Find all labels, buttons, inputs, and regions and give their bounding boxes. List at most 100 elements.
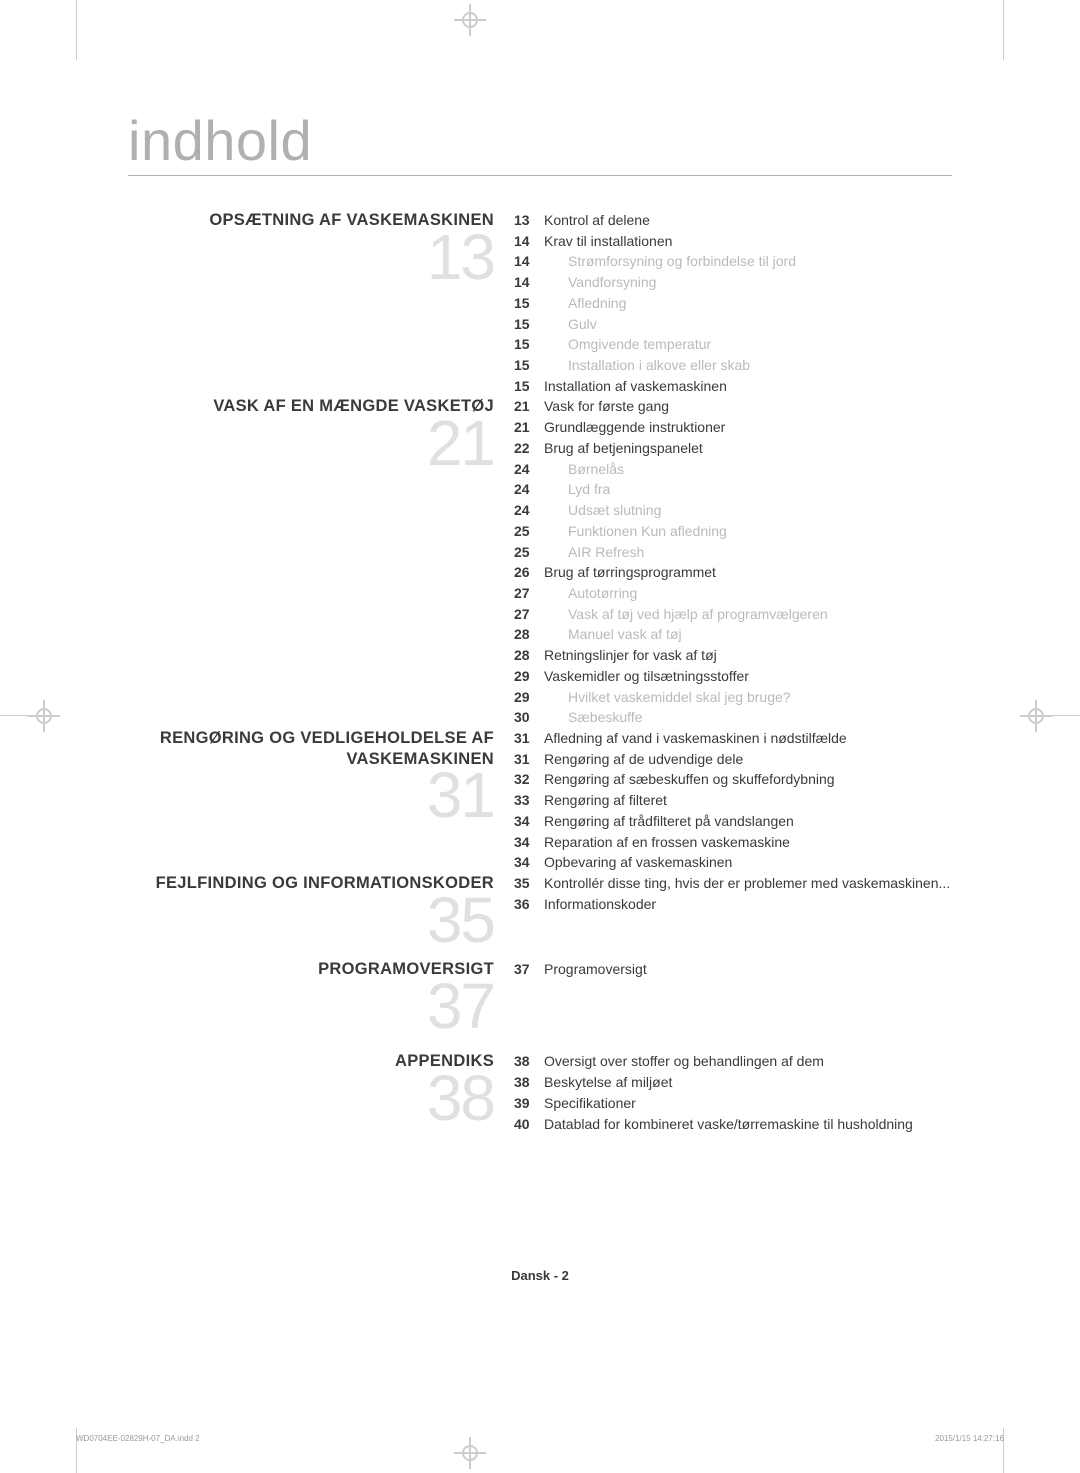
entry-label: Kontrollér disse ting, hvis der er probl… [544, 873, 950, 894]
entries: 38Oversigt over stoffer og behandlingen … [514, 1051, 952, 1134]
entry-page: 34 [514, 832, 544, 853]
entry-page: 22 [514, 438, 544, 459]
toc-entry: 29Hvilket vaskemiddel skal jeg bruge? [514, 687, 952, 708]
entry-page: 37 [514, 959, 544, 980]
entry-page: 28 [514, 624, 544, 645]
entry-label: Gulv [544, 314, 597, 335]
entry-page: 24 [514, 479, 544, 500]
entry-label: Installation i alkove eller skab [544, 355, 750, 376]
section-right: 35Kontrollér disse ting, hvis der er pro… [494, 873, 952, 914]
registration-mark [454, 1437, 486, 1469]
toc-section: APPENDIKS3838Oversigt over stoffer og be… [128, 1051, 952, 1134]
toc-entry: 28Retningslinjer for vask af tøj [514, 645, 952, 666]
toc-entry: 22Brug af betjeningspanelet [514, 438, 952, 459]
toc-entry: 34Opbevaring af vaskemaskinen [514, 852, 952, 873]
entry-label: Krav til installationen [544, 231, 672, 252]
section-bignum: 35 [128, 892, 494, 950]
toc-entry: 37Programoversigt [514, 959, 952, 980]
section-right: 13Kontrol af delene14Krav til installati… [494, 210, 952, 396]
entry-page: 14 [514, 251, 544, 272]
entry-label: Reparation af en frossen vaskemaskine [544, 832, 790, 853]
entry-label: Vask af tøj ved hjælp af programvælgeren [544, 604, 828, 625]
toc-entry: 15Gulv [514, 314, 952, 335]
toc-entry: 15Omgivende temperatur [514, 334, 952, 355]
entry-page: 34 [514, 852, 544, 873]
entry-label: Retningslinjer for vask af tøj [544, 645, 717, 666]
crop-mark [76, 0, 77, 60]
toc-entry: 31Afledning af vand i vaskemaskinen i nø… [514, 728, 952, 749]
entry-label: Udsæt slutning [544, 500, 661, 521]
entry-page: 15 [514, 314, 544, 335]
entry-page: 28 [514, 645, 544, 666]
section-right: 21Vask for første gang21Grundlæggende in… [494, 396, 952, 728]
entry-page: 24 [514, 459, 544, 480]
entry-label: Rengøring af sæbeskuffen og skuffefordyb… [544, 769, 835, 790]
toc-entry: 31Rengøring af de udvendige dele [514, 749, 952, 770]
entry-page: 39 [514, 1093, 544, 1114]
imprint-date: 2015/1/15 14:27:16 [935, 1434, 1004, 1443]
toc-entry: 15Installation af vaskemaskinen [514, 376, 952, 397]
section-left: RENGØRING OG VEDLIGEHOLDELSE AF VASKEMAS… [128, 728, 494, 825]
section-right: 31Afledning af vand i vaskemaskinen i nø… [494, 728, 952, 873]
toc-entry: 32Rengøring af sæbeskuffen og skuffeford… [514, 769, 952, 790]
toc-entry: 26Brug af tørringsprogrammet [514, 562, 952, 583]
entries: 21Vask for første gang21Grundlæggende in… [514, 396, 952, 728]
entry-label: Brug af tørringsprogrammet [544, 562, 716, 583]
entry-label: Sæbeskuffe [544, 707, 642, 728]
toc-section: OPSÆTNING AF VASKEMASKINEN1313Kontrol af… [128, 210, 952, 396]
entry-label: Funktionen Kun afledning [544, 521, 727, 542]
toc-entry: 25Funktionen Kun afledning [514, 521, 952, 542]
entry-page: 15 [514, 293, 544, 314]
toc-entry: 28Manuel vask af tøj [514, 624, 952, 645]
section-right: 38Oversigt over stoffer og behandlingen … [494, 1051, 952, 1134]
entry-page: 15 [514, 376, 544, 397]
section-right: 37Programoversigt [494, 959, 952, 980]
section-bignum: 13 [128, 229, 494, 287]
entry-label: Omgivende temperatur [544, 334, 711, 355]
section-left: VASK AF EN MÆNGDE VASKETØJ21 [128, 396, 494, 472]
entry-page: 29 [514, 687, 544, 708]
entries: 13Kontrol af delene14Krav til installati… [514, 210, 952, 396]
entry-label: Grundlæggende instruktioner [544, 417, 725, 438]
entry-page: 31 [514, 728, 544, 749]
entry-label: Rengøring af de udvendige dele [544, 749, 743, 770]
toc-entry: 14Krav til installationen [514, 231, 952, 252]
entries: 35Kontrollér disse ting, hvis der er pro… [514, 873, 952, 914]
toc-entry: 14Vandforsyning [514, 272, 952, 293]
toc-entry: 21Grundlæggende instruktioner [514, 417, 952, 438]
entry-page: 14 [514, 272, 544, 293]
toc-section: FEJLFINDING OG INFORMATIONSKODER3535Kont… [128, 873, 952, 949]
entry-page: 26 [514, 562, 544, 583]
section-left: PROGRAMOVERSIGT37 [128, 959, 494, 1035]
crop-mark [1003, 0, 1004, 60]
toc-entry: 30Sæbeskuffe [514, 707, 952, 728]
toc-entry: 33Rengøring af filteret [514, 790, 952, 811]
section-bignum: 21 [128, 415, 494, 473]
toc-entry: 15Afledning [514, 293, 952, 314]
entry-page: 15 [514, 355, 544, 376]
entry-page: 36 [514, 894, 544, 915]
entries: 31Afledning af vand i vaskemaskinen i nø… [514, 728, 952, 873]
entry-page: 30 [514, 707, 544, 728]
entry-page: 13 [514, 210, 544, 231]
entry-page: 34 [514, 811, 544, 832]
section-bignum: 31 [128, 767, 494, 825]
registration-mark [1020, 700, 1052, 732]
entries: 37Programoversigt [514, 959, 952, 980]
entry-label: Kontrol af delene [544, 210, 650, 231]
toc-entry: 21Vask for første gang [514, 396, 952, 417]
entry-label: Autotørring [544, 583, 637, 604]
entry-page: 40 [514, 1114, 544, 1135]
section-bignum: 38 [128, 1070, 494, 1128]
entry-page: 27 [514, 604, 544, 625]
entry-label: Datablad for kombineret vaske/tørremaski… [544, 1114, 913, 1135]
entry-page: 21 [514, 417, 544, 438]
toc-entry: 40Datablad for kombineret vaske/tørremas… [514, 1114, 952, 1135]
entry-label: Afledning af vand i vaskemaskinen i nøds… [544, 728, 847, 749]
entry-label: Specifikationer [544, 1093, 636, 1114]
entry-label: Beskytelse af miljøet [544, 1072, 672, 1093]
toc-entry: 36Informationskoder [514, 894, 952, 915]
entry-label: AIR Refresh [544, 542, 644, 563]
toc-entry: 24Lyd fra [514, 479, 952, 500]
section-left: FEJLFINDING OG INFORMATIONSKODER35 [128, 873, 494, 949]
